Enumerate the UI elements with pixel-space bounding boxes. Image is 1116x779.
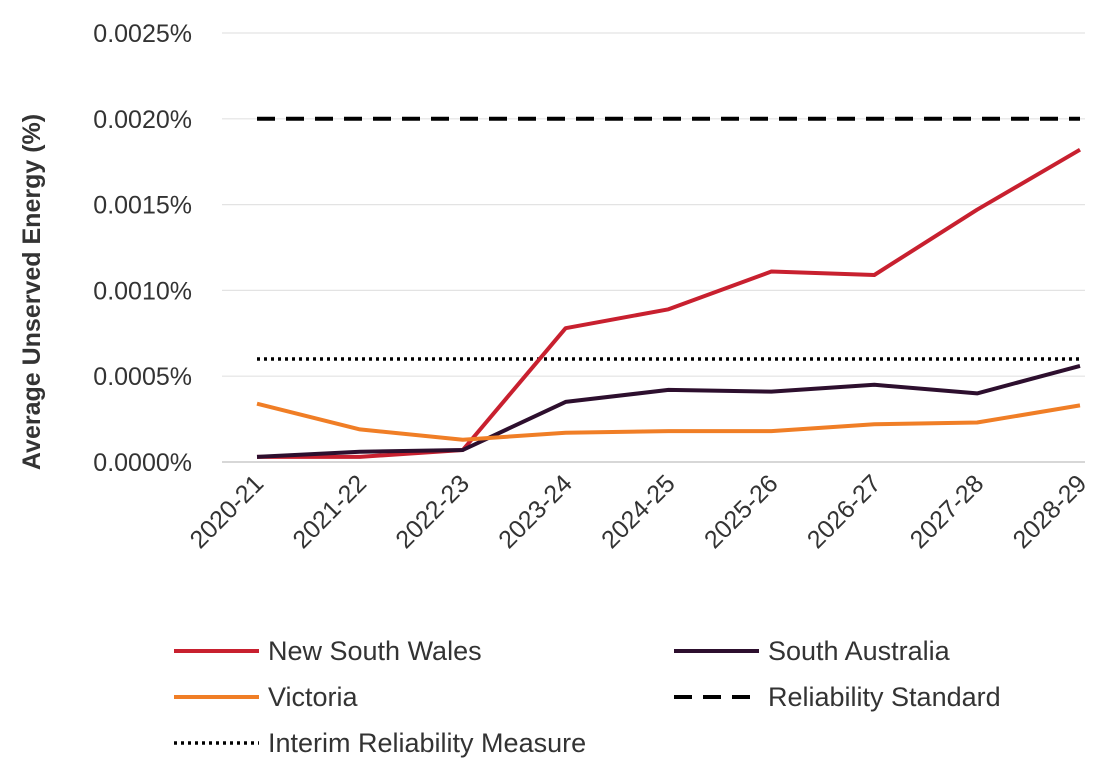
x-tick-label: 2027-28 [905,469,990,554]
x-tick-label: 2022-23 [390,469,475,554]
y-tick-label: 0.0010% [93,277,192,305]
legend: New South Wales South Australia Victoria Re… [174,636,1001,758]
x-tick-label: 2026-27 [802,469,887,554]
legend-label-interim-reliability-measure: Interim Reliability Measure [268,728,586,758]
x-tick-label: 2025-26 [699,469,784,554]
x-axis-ticks: 2020-21 2021-22 2022-23 2023-24 2024-25 2025-… [185,469,1093,554]
y-tick-label: 0.0025% [93,20,192,48]
x-tick-label: 2028-29 [1008,469,1093,554]
y-axis-ticks: 0.0000% 0.0005% 0.0010% 0.0015% 0.0020% 0.002… [93,20,192,477]
grid-lines [222,32,1085,463]
y-tick-label: 0.0005% [93,363,192,391]
y-tick-label: 0.0020% [93,106,192,134]
y-tick-label: 0.0000% [93,449,192,477]
y-tick-label: 0.0015% [93,192,192,220]
x-tick-label: 2024-25 [596,469,681,554]
legend-label-victoria: Victoria [268,682,359,712]
x-tick-label: 2023-24 [493,469,578,554]
series-line-south-australia [256,363,1081,459]
series-line-new-south-wales [257,147,1082,459]
y-axis-label: Average Unserved Energy (%) [18,114,46,470]
legend-label-new-south-wales: New South Wales [268,636,482,666]
legend-label-south-australia: South Australia [768,636,951,666]
x-tick-label: 2021-22 [287,469,372,554]
series-line-victoria [256,401,1081,442]
series-lines [256,116,1082,459]
x-tick-label: 2020-21 [185,469,270,554]
legend-label-reliability-standard: Reliability Standard [768,682,1001,712]
